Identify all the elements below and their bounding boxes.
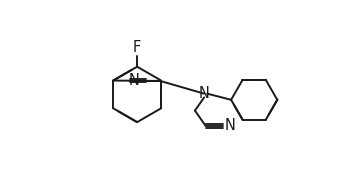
Text: N: N [224, 119, 235, 134]
Text: N: N [129, 73, 140, 88]
Text: N: N [199, 86, 210, 101]
Text: F: F [133, 40, 141, 55]
